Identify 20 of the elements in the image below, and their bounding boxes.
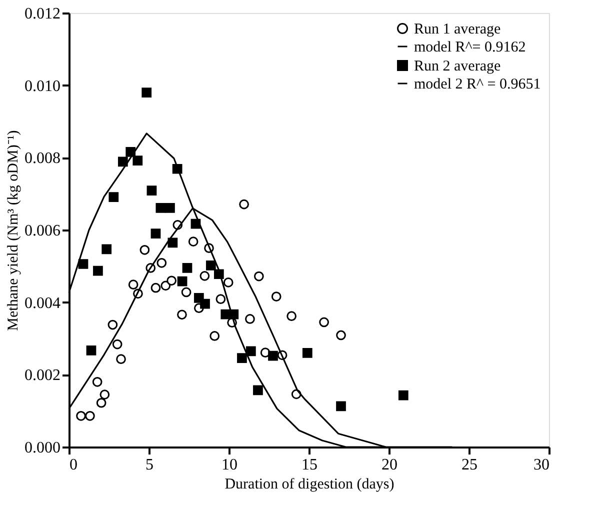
x-tick-label: 20 xyxy=(382,456,398,474)
y-tick-label: 0.006 xyxy=(24,222,60,240)
x-tick-label: 0 xyxy=(70,456,78,474)
x-tick-label: 25 xyxy=(462,456,478,474)
y-tick-label: 0.010 xyxy=(24,78,60,95)
legend-label: model 2 R^ = 0.9651 xyxy=(414,76,541,92)
y-tick-label: 0.004 xyxy=(24,294,60,312)
y-axis-title: Methane yield (Nm³ (kg oDM)⁻¹) xyxy=(6,130,22,331)
legend-label: model R^= 0.9162 xyxy=(414,40,526,56)
x-tick-label: 5 xyxy=(146,456,154,474)
x-tick-label: 10 xyxy=(222,456,238,474)
x-tick-label: 30 xyxy=(534,456,550,474)
legend-label: Run 1 average xyxy=(414,22,501,38)
y-tick-label: 0.002 xyxy=(24,367,60,384)
y-tick-label: 0.008 xyxy=(24,150,60,168)
y-tick-label: 0.000 xyxy=(24,440,60,456)
y-tick-label: 0.012 xyxy=(24,6,60,22)
legend-label: Run 2 average xyxy=(414,58,501,74)
x-tick-label: 15 xyxy=(302,456,318,474)
x-axis-title: Duration of digestion (days) xyxy=(224,476,394,492)
